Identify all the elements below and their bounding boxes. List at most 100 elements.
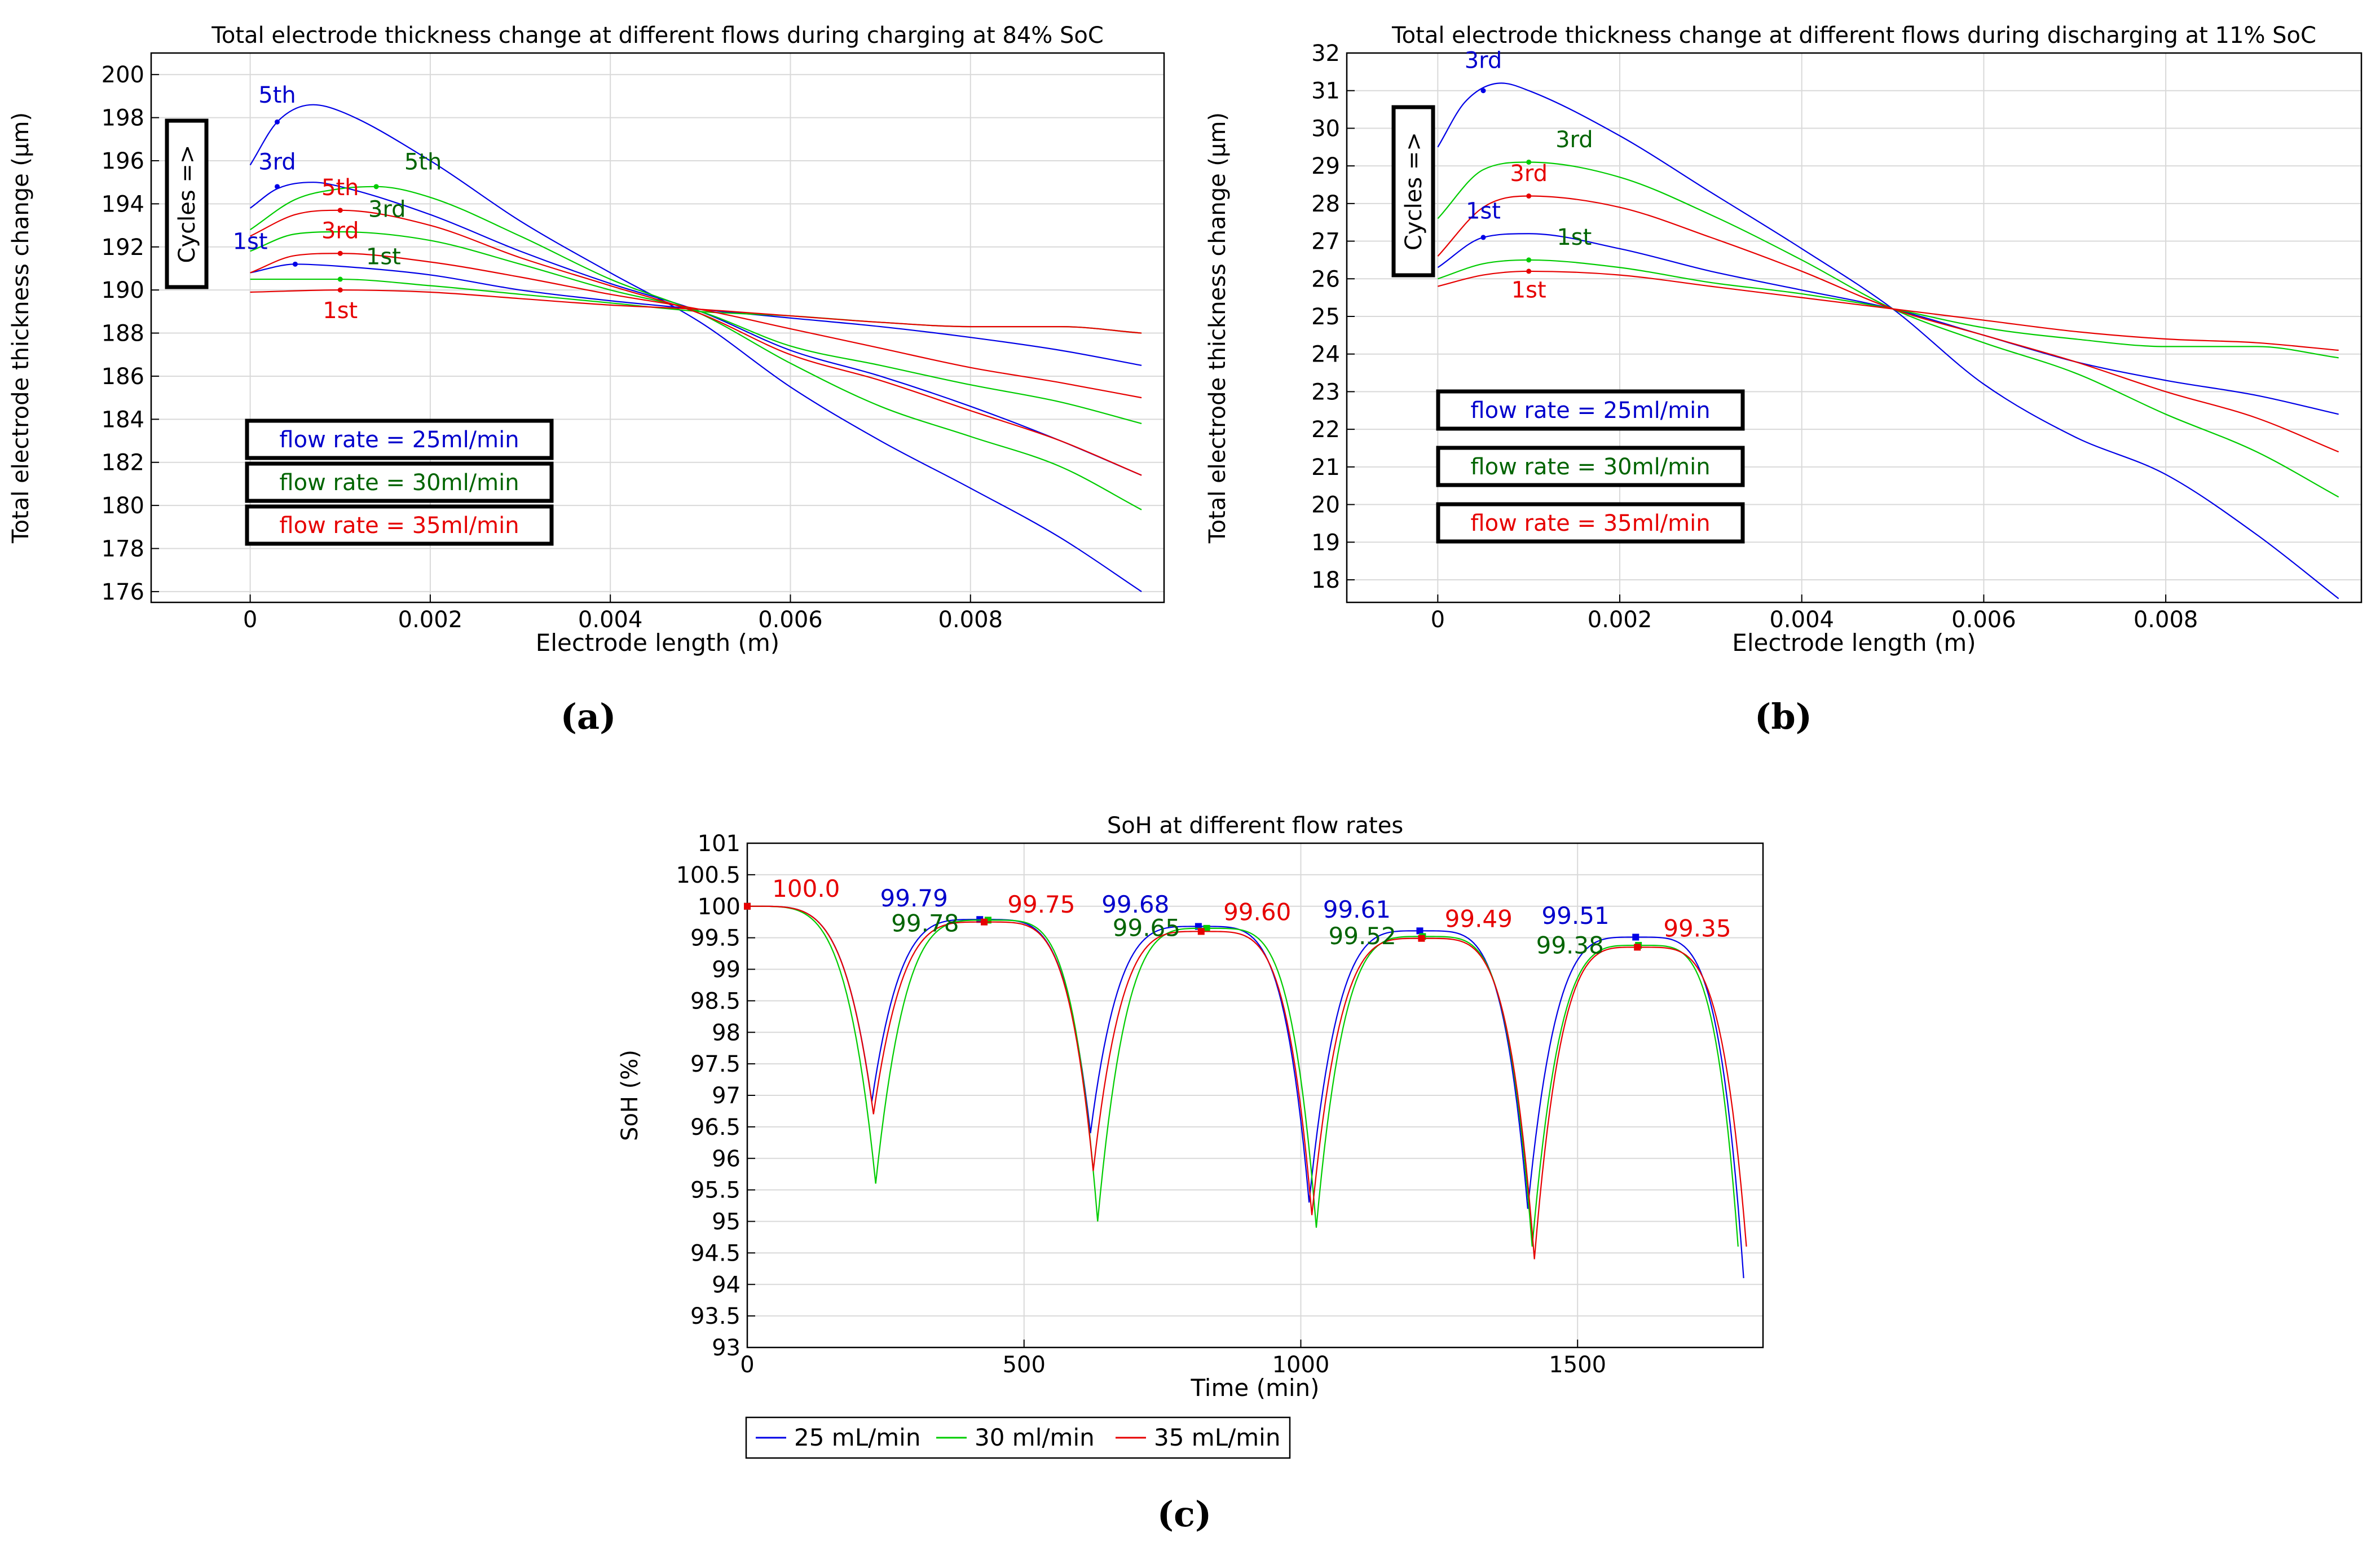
legend-label: 35 mL/min [1154, 1424, 1280, 1451]
y-tick-label: 101 [698, 831, 741, 857]
cycles-label: Cycles => [1401, 132, 1427, 250]
y-tick-label: 32 [1311, 41, 1340, 67]
x-tick-label: 0.002 [398, 607, 463, 633]
y-tick-label: 22 [1311, 417, 1340, 443]
series-line [1438, 259, 2339, 359]
x-axis-label: Time (min) [1190, 1374, 1319, 1402]
soh-annotation: 99.78 [891, 909, 959, 937]
y-tick-label: 176 [102, 579, 144, 605]
y-tick-label: 93 [712, 1335, 741, 1361]
y-tick-label: 96.5 [690, 1115, 741, 1140]
cycle-annotation: 1st [366, 244, 401, 270]
series-line [250, 263, 1142, 366]
y-tick-label: 96 [712, 1146, 741, 1172]
soh-annotation: 99.49 [1445, 905, 1513, 933]
chart-title: SoH at different flow rates [1107, 813, 1403, 839]
y-tick-label: 190 [102, 278, 144, 303]
x-tick-label: 0.006 [758, 607, 823, 633]
y-tick-label: 186 [102, 364, 144, 390]
y-tick-label: 194 [102, 191, 144, 217]
cycles-box [165, 118, 209, 289]
series-line [249, 186, 1142, 510]
cycles-label: Cycles => [174, 145, 200, 263]
y-tick-label: 198 [102, 105, 144, 131]
legend-label: 30 ml/min [975, 1424, 1095, 1451]
data-marker [275, 119, 280, 125]
y-tick-label: 29 [1311, 153, 1340, 179]
cycle-annotation: 3rd [1465, 48, 1502, 74]
series-line [250, 253, 1142, 399]
y-axis-label: SoH (%) [617, 1050, 643, 1141]
x-tick-label: 500 [1003, 1352, 1046, 1378]
x-tick-label: 0 [243, 607, 257, 633]
cycle-annotation: 3rd [258, 149, 296, 175]
series-line [1437, 161, 2339, 498]
data-marker [1480, 235, 1486, 240]
chart-panel-b: 0 0.002 0.004 0.006 0.008 18 19 20 21 22 23 24 25 26 2… [1205, 23, 2363, 657]
data-marker [292, 261, 298, 267]
legend-box [1436, 502, 1745, 544]
data-marker [1526, 257, 1532, 263]
y-tick-label: 23 [1311, 379, 1340, 405]
cycle-annotation: 3rd [368, 196, 406, 222]
legend-box-text: flow rate = 25ml/min [279, 427, 519, 453]
y-tick-label: 95 [712, 1209, 741, 1235]
soh-annotation: 99.79 [880, 884, 948, 912]
y-tick-label: 94.5 [690, 1240, 741, 1266]
legend-frame [745, 1416, 1291, 1459]
y-tick-label: 192 [102, 235, 144, 261]
cycle-annotation: 5th [404, 149, 442, 175]
legend-box [245, 461, 554, 503]
cycle-annotation: 1st [1466, 199, 1501, 224]
x-tick-label: 0.004 [1769, 607, 1834, 633]
peak-marker [1632, 933, 1639, 941]
y-tick-label: 97 [712, 1083, 741, 1109]
y-tick-label: 180 [102, 493, 144, 519]
y-tick-label: 182 [102, 450, 144, 476]
legend-box-text: flow rate = 30ml/min [279, 470, 519, 496]
y-tick-label: 31 [1311, 78, 1340, 104]
cycle-annotation: 1st [323, 298, 358, 324]
x-axis-label: Electrode length (m) [1732, 629, 1976, 657]
peak-marker [1634, 944, 1641, 951]
soh-annotation: 99.61 [1323, 896, 1391, 923]
data-marker [373, 184, 379, 190]
soh-annotation: 99.60 [1223, 898, 1291, 926]
data-marker [337, 287, 343, 293]
x-tick-label: 0.008 [938, 607, 1003, 633]
cycle-annotation: 3rd [1510, 161, 1548, 187]
soh-annotation: 99.35 [1663, 914, 1731, 942]
series-line [1437, 195, 2339, 453]
y-tick-label: 19 [1311, 530, 1340, 556]
y-tick-label: 100.5 [676, 862, 741, 888]
panel-label: (a) [561, 696, 616, 737]
x-tick-label: 0.006 [1951, 607, 2016, 633]
y-tick-label: 188 [102, 321, 144, 347]
data-marker [1526, 159, 1532, 165]
data-marker [1480, 88, 1486, 94]
soh-annotation: 100.0 [772, 875, 840, 902]
soh-annotation: 99.52 [1329, 922, 1396, 950]
y-tick-label: 28 [1311, 191, 1340, 217]
series-line [249, 104, 1142, 592]
series-line [1438, 270, 2339, 351]
y-tick-label: 97.5 [690, 1051, 741, 1077]
chart-panel-a: 0 0.002 0.004 0.006 0.008 176 178 180 182 184 186 1… [8, 23, 1165, 657]
legend-box-text: flow rate = 25ml/min [1470, 398, 1710, 424]
y-tick-label: 100 [698, 894, 741, 920]
legend-box [245, 419, 554, 460]
y-tick-label: 25 [1311, 304, 1340, 330]
y-tick-label: 24 [1311, 342, 1340, 368]
series-line [1437, 82, 2339, 600]
x-tick-label: 1000 [1272, 1352, 1330, 1378]
legend-box [1436, 446, 1745, 487]
y-tick-label: 99 [712, 957, 741, 983]
series-line [249, 182, 1142, 476]
y-axis-label: Total electrode thickness change (µm) [1205, 112, 1231, 544]
y-tick-label: 99.5 [690, 926, 741, 952]
y-tick-label: 196 [102, 148, 144, 174]
legend-box-text: flow rate = 35ml/min [279, 513, 519, 539]
y-tick-label: 98.5 [690, 988, 741, 1014]
y-tick-label: 93.5 [690, 1303, 741, 1329]
